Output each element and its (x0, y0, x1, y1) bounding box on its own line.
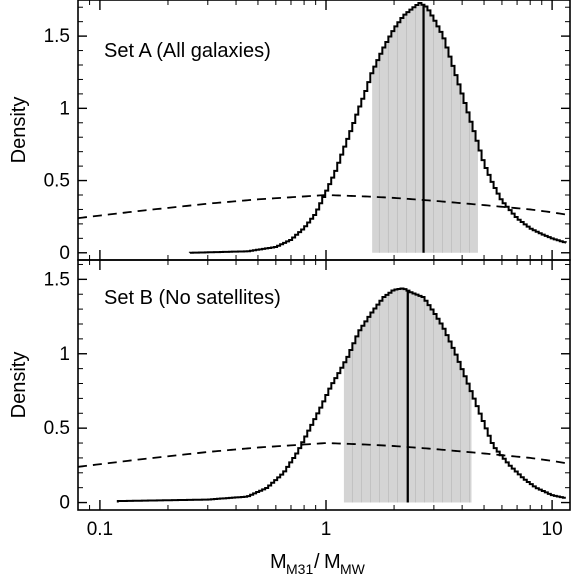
panel-top: 0 0.5 1 1.5 Set A (All galaxies) Density (8, 0, 571, 264)
ticks-top: 0 0.5 1 1.5 (44, 0, 570, 264)
credible-interval-shade-top (372, 2, 478, 253)
panel-label-bottom: Set B (No satellites) (104, 287, 281, 309)
histogram-line-bot (116, 287, 566, 503)
y-tick-label: 1.5 (44, 26, 70, 47)
x-tick-label: 0.1 (87, 519, 113, 540)
y-tick-label: 0.5 (44, 171, 70, 192)
y-tick-label: 0 (59, 493, 70, 514)
panel-label-top: Set A (All galaxies) (104, 40, 271, 62)
histogram-top (188, 1, 567, 254)
frame-top (77, 0, 571, 261)
frame-bottom (77, 259, 571, 511)
y-tick-label: 0 (59, 243, 70, 264)
ylabel-top: Density (8, 97, 30, 164)
xlabel-slash: / (314, 551, 320, 573)
x-tick-label: 1 (321, 519, 332, 540)
y-tick-label: 1 (59, 98, 70, 119)
prior-line-bot (77, 442, 569, 468)
ticks-bottom: 0 0.5 1 1.5 0.1 1 10 (44, 260, 570, 540)
xlabel-main-2: M (324, 551, 341, 573)
ylabel-bottom: Density (8, 352, 30, 419)
x-tick-label: 10 (542, 519, 563, 540)
prior-line-top (77, 194, 569, 220)
y-tick-label: 1 (59, 344, 70, 365)
xlabel: M M31 / M MW (270, 551, 366, 577)
histogram-bottom (116, 287, 566, 503)
xlabel-main-1: M (270, 551, 287, 573)
xlabel-sub-1: M31 (286, 561, 313, 577)
histogram-line-top (188, 1, 567, 254)
prior-curve-bottom (77, 442, 569, 468)
xlabel-sub-2: MW (340, 561, 366, 577)
panel-bottom: 0 0.5 1 1.5 0.1 1 10 Set B (No satellites) Den… (8, 259, 571, 540)
y-tick-label: 1.5 (44, 269, 70, 290)
prior-curve-top (77, 194, 569, 220)
y-tick-label: 0.5 (44, 418, 70, 439)
